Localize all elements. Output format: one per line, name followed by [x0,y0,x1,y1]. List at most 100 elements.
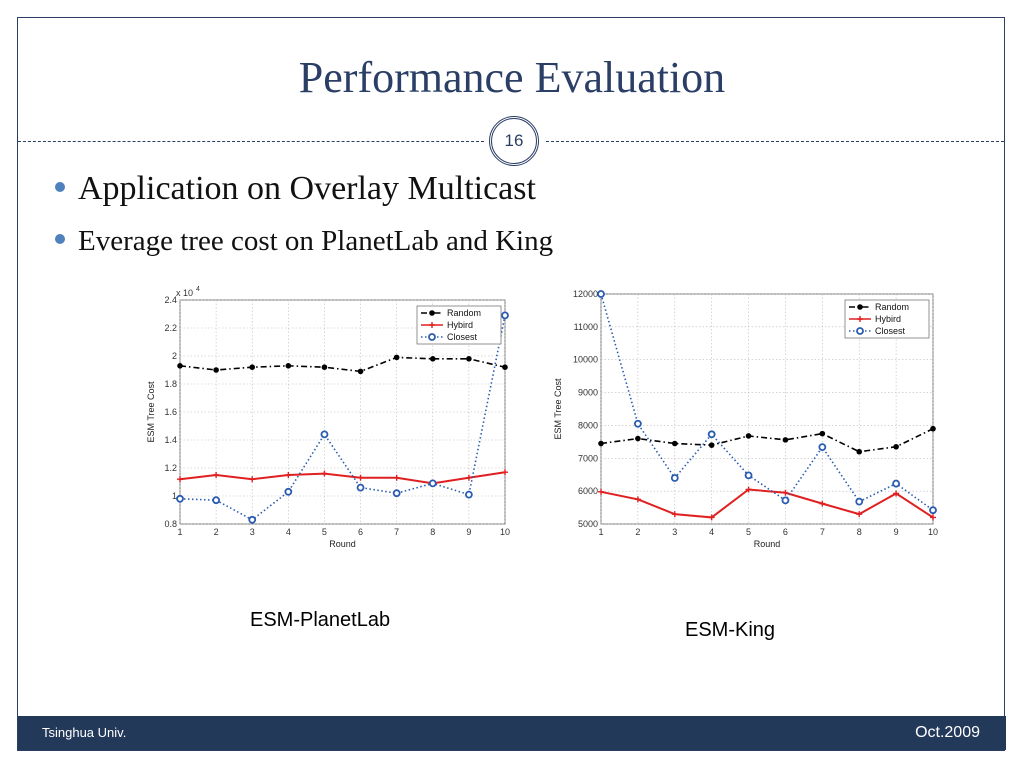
x-tick-label: 7 [820,527,825,537]
data-point-random [893,443,899,450]
data-point-hybird [598,488,604,495]
data-point-closest [464,490,473,499]
y-multiplier-exponent: 4 [196,286,200,293]
y-tick-label: 0.8 [164,519,177,529]
legend-marker-closest [428,333,436,341]
data-point-closest [501,311,509,320]
data-point-hybird [357,474,364,481]
data-point-closest [428,479,437,488]
y-tick-label: 10000 [573,355,598,365]
bullet-dot-icon [55,234,65,245]
legend-label-closest: Closest [447,332,478,342]
x-axis-label: Round [754,539,781,549]
page-number: 16 [504,131,524,150]
x-tick-label: 5 [322,527,327,537]
data-point-random [466,356,472,362]
data-point-closest [781,496,790,505]
data-point-random [177,363,183,369]
data-point-closest [248,515,257,524]
data-point-random [357,368,364,375]
legend-marker-random [429,310,435,316]
data-point-hybird [321,470,328,477]
y-tick-label: 9000 [578,388,598,398]
y-tick-label: 12000 [573,289,598,299]
data-point-random [393,354,400,361]
data-point-hybird [465,474,472,481]
data-point-closest [284,487,293,496]
x-tick-label: 6 [783,527,788,537]
y-tick-label: 6000 [578,486,598,496]
x-tick-label: 9 [466,527,471,537]
slide-frame [17,17,1005,751]
legend-label-hybird: Hybird [447,320,473,330]
y-multiplier-label: x 10 [176,288,193,298]
data-point-closest [929,506,937,515]
legend-label-hybird: Hybird [875,314,901,324]
series-line-closest [600,293,934,511]
y-tick-label: 11000 [574,322,598,332]
data-point-closest [670,474,679,482]
data-point-random [285,363,292,369]
data-point-random [708,442,715,448]
data-point-random [429,356,436,362]
x-tick-label: 3 [672,527,677,537]
x-tick-label: 9 [894,527,899,537]
data-point-hybird [502,469,508,476]
data-point-random [635,435,641,442]
bullet-dot-icon [55,182,65,193]
y-tick-label: 7000 [578,453,598,463]
data-point-hybird [745,486,752,493]
data-point-random [671,440,678,447]
footer-bar: Tsinghua Univ. Oct.2009 [18,716,1006,750]
y-tick-label: 2.2 [164,323,177,333]
data-point-random [819,430,826,437]
x-tick-label: 3 [250,527,255,537]
data-point-hybird [285,472,292,478]
series-line-random [179,356,506,373]
data-point-closest [707,430,716,439]
legend-marker-hybird [857,316,863,322]
series-line-hybird [600,488,934,519]
footer-institution: Tsinghua Univ. [42,725,127,740]
slide-title: Performance Evaluation [298,53,726,102]
series-line-hybird [179,471,506,485]
legend-marker-random [857,304,863,310]
bullet-text: Application on Overlay Multicast [78,170,536,207]
bullet-item: Everage tree cost on PlanetLab and King [55,225,553,258]
data-point-hybird [708,514,715,521]
y-tick-label: 5000 [578,519,598,529]
y-tick-label: 1.6 [164,407,177,417]
x-tick-label: 5 [746,527,751,537]
chart-esm-king: 1 2 3 4 5 6 7 8 9 10 5000 6000 7000 8000 9000 10000 1100… [553,289,938,549]
data-point-random [745,433,752,439]
y-axis-label: ESM Tree Cost [553,378,563,440]
legend-marker-hybird [429,322,435,328]
data-point-hybird [671,511,678,518]
data-point-random [213,367,219,373]
x-tick-label: 2 [635,527,640,537]
data-point-closest [855,497,864,506]
data-point-random [930,425,936,432]
legend-label-random: Random [447,308,481,318]
y-tick-label: 2.4 [164,295,177,305]
data-point-random [502,364,508,370]
x-tick-label: 10 [928,527,938,537]
x-tick-label: 7 [394,527,399,537]
chart-esm-planetlab: 1 2 3 4 5 6 7 8 9 100.811.21.41.61.822.22.4RoundE… [146,286,510,549]
x-tick-label: 4 [286,527,291,537]
data-point-hybird [249,476,256,483]
data-point-hybird [213,472,220,478]
data-point-closest [597,290,605,298]
y-tick-label: 1.4 [164,435,177,445]
data-point-hybird [634,496,641,503]
footer-date: Oct.2009 [915,724,980,741]
data-point-random [249,364,256,370]
x-tick-label: 8 [857,527,862,537]
y-tick-label: 1 [172,491,177,501]
bullet-text: Everage tree cost on PlanetLab and King [78,225,554,257]
x-tick-label: 6 [358,527,363,537]
data-point-closest [392,489,401,498]
legend-label-closest: Closest [875,326,906,336]
legend-marker-closest [856,327,864,335]
chart-caption-planetlab: ESM-PlanetLab [250,609,391,631]
